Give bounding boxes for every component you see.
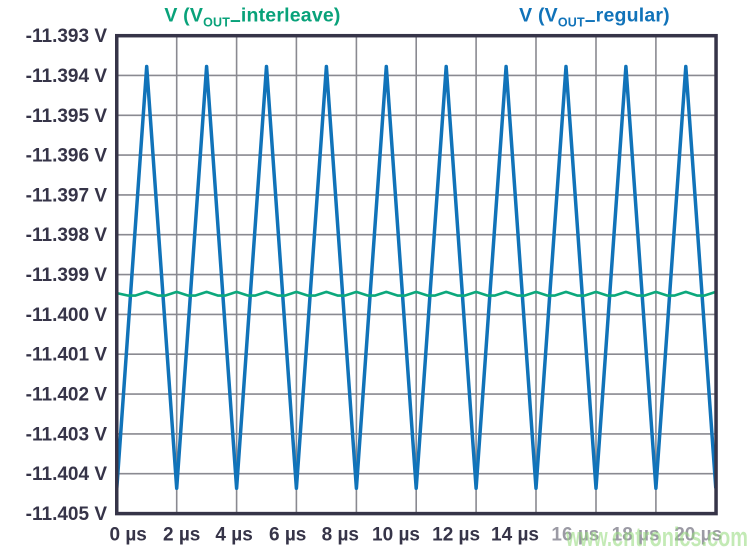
svg-text:-11.399 V: -11.399 V (26, 265, 108, 286)
svg-text:-11.395 V: -11.395 V (26, 106, 108, 127)
svg-text:-11.394 V: -11.394 V (26, 66, 108, 87)
svg-text:-11.401 V: -11.401 V (26, 345, 108, 366)
svg-text:10 µs: 10 µs (372, 525, 420, 546)
svg-text:12 µs: 12 µs (432, 525, 480, 546)
svg-text:0 µs: 0 µs (110, 525, 147, 546)
svg-text:-11.405 V: -11.405 V (26, 504, 108, 525)
svg-text:cntronics.com: cntronics.com (612, 522, 748, 552)
svg-text:V (VOUT–interleave): V (VOUT–interleave) (164, 5, 340, 32)
svg-text:2 µs: 2 µs (163, 525, 200, 546)
svg-text:-11.403 V: -11.403 V (26, 424, 108, 445)
svg-text:V (VOUT–regular): V (VOUT–regular) (519, 5, 670, 32)
svg-text:-11.397 V: -11.397 V (26, 185, 108, 206)
svg-text:-11.396 V: -11.396 V (26, 146, 108, 167)
svg-text:4 µs: 4 µs (215, 525, 252, 546)
svg-text:www.: www. (565, 522, 612, 552)
svg-text:-11.393 V: -11.393 V (26, 26, 108, 47)
svg-text:-11.404 V: -11.404 V (26, 464, 108, 485)
svg-text:-11.400 V: -11.400 V (26, 305, 108, 326)
svg-text:14 µs: 14 µs (491, 525, 539, 546)
svg-text:-11.402 V: -11.402 V (26, 385, 108, 406)
svg-text:6 µs: 6 µs (269, 525, 306, 546)
svg-text:-11.398 V: -11.398 V (26, 225, 108, 246)
svg-text:8 µs: 8 µs (322, 525, 359, 546)
